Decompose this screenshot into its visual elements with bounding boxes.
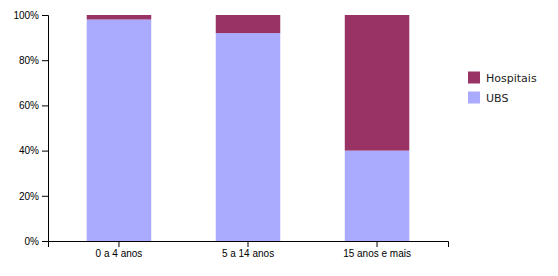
bar (87, 15, 152, 20)
bar (345, 15, 410, 151)
legend-label: Hospitais (486, 72, 537, 85)
x-axis-line (49, 242, 449, 248)
x-tick-label: 0 a 4 anos (96, 248, 143, 259)
bars (87, 15, 410, 241)
y-tick: 20% (19, 191, 48, 202)
x-tick-mark (118, 241, 119, 247)
legend-swatch (468, 72, 480, 84)
x-tick-mark (248, 241, 249, 247)
y-tick-label: 0% (25, 236, 40, 247)
x-tick-mark (377, 241, 378, 247)
y-tick-mark (42, 196, 48, 197)
y-tick-mark (42, 60, 48, 61)
y-tick: 100% (13, 10, 48, 21)
y-tick: 40% (19, 145, 48, 156)
x-tick-label: 5 a 14 anos (222, 248, 274, 259)
y-tick: 60% (19, 100, 48, 111)
y-tick: 0% (25, 236, 48, 247)
chart: 0% 20% 40% 60% 80% 100% 0 a 4 anos 5 a 14 anos 1… (0, 0, 558, 276)
bar (216, 33, 281, 241)
legend-swatch (468, 92, 480, 104)
x-tick: 15 anos e mais (343, 241, 411, 259)
x-axis: 0 a 4 anos 5 a 14 anos 15 anos e mais (49, 241, 449, 259)
x-tick: 5 a 14 anos (222, 241, 274, 259)
bar (87, 20, 152, 241)
legend: Hospitais UBS (468, 72, 537, 105)
y-tick-label: 20% (19, 191, 39, 202)
plot: 0% 20% 40% 60% 80% 100% 0 a 4 anos 5 a 14 anos 1… (13, 10, 448, 259)
y-tick-label: 100% (13, 10, 39, 21)
x-tick: 0 a 4 anos (96, 241, 143, 259)
y-tick-label: 60% (19, 100, 39, 111)
y-axis-line (42, 16, 49, 242)
bar (345, 151, 410, 241)
y-axis: 0% 20% 40% 60% 80% 100% (13, 10, 48, 247)
y-tick-mark (42, 105, 48, 106)
y-tick-mark (42, 15, 48, 16)
y-tick-mark (42, 241, 48, 242)
legend-item: UBS (468, 92, 508, 105)
y-tick: 80% (19, 55, 48, 66)
y-tick-label: 80% (19, 55, 39, 66)
x-tick-label: 15 anos e mais (343, 248, 411, 259)
legend-item: Hospitais (468, 72, 537, 85)
legend-label: UBS (486, 92, 508, 105)
y-tick-mark (42, 151, 48, 152)
bar (216, 15, 281, 33)
y-tick-label: 40% (19, 145, 39, 156)
